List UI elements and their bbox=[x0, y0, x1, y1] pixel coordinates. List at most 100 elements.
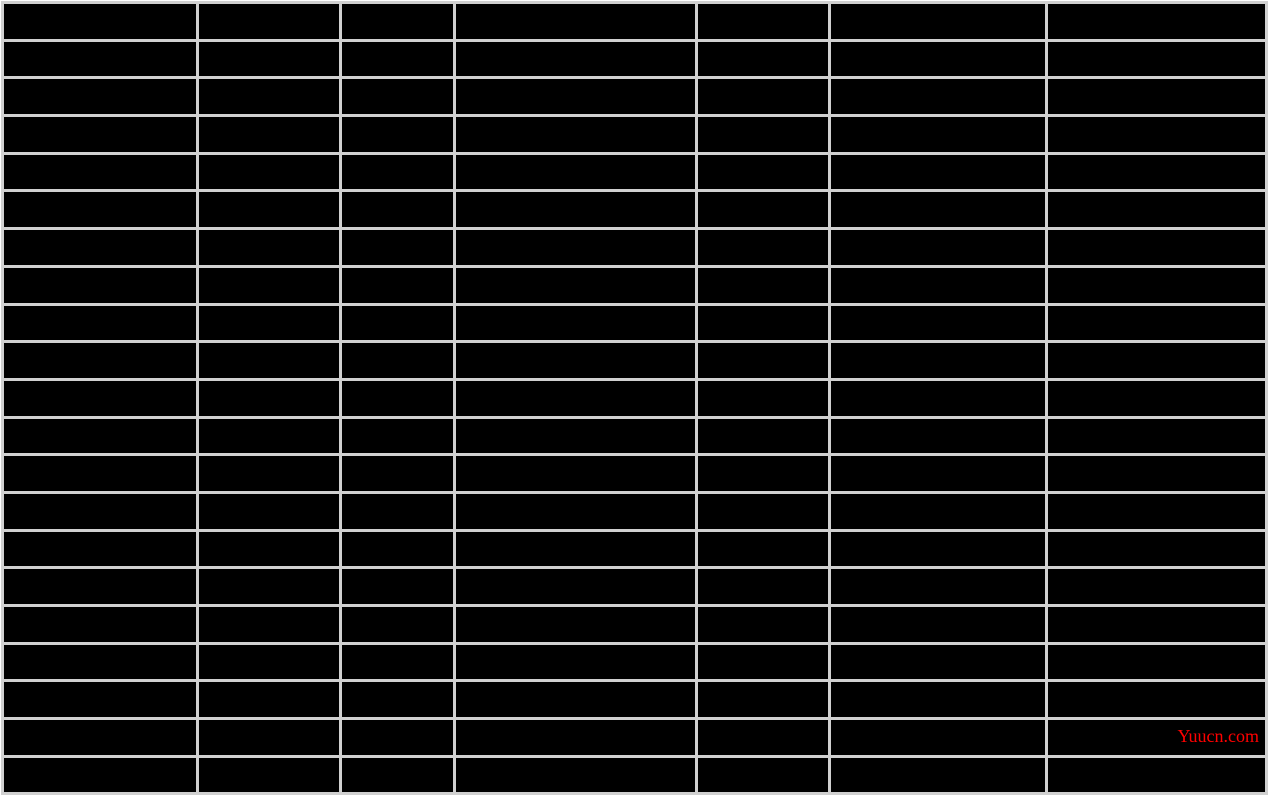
table-cell bbox=[1048, 79, 1265, 114]
table-cell bbox=[4, 192, 196, 227]
table-cell bbox=[1048, 682, 1265, 717]
table-row bbox=[4, 268, 1265, 303]
table-container bbox=[0, 0, 1269, 795]
table-cell bbox=[698, 381, 828, 416]
table-row bbox=[4, 682, 1265, 717]
table-row bbox=[4, 569, 1265, 604]
table-cell bbox=[698, 79, 828, 114]
table-cell bbox=[199, 607, 339, 642]
table-cell bbox=[456, 155, 696, 190]
table-cell bbox=[456, 230, 696, 265]
table-cell bbox=[456, 79, 696, 114]
table-cell bbox=[456, 381, 696, 416]
table-cell bbox=[4, 4, 196, 39]
table-cell bbox=[456, 4, 696, 39]
table-row bbox=[4, 343, 1265, 378]
table-row bbox=[4, 155, 1265, 190]
table-cell bbox=[1048, 155, 1265, 190]
table-cell bbox=[342, 343, 453, 378]
table-cell bbox=[199, 117, 339, 152]
table-row bbox=[4, 419, 1265, 454]
table-cell bbox=[1048, 532, 1265, 567]
table-cell bbox=[698, 306, 828, 341]
table-cell bbox=[342, 268, 453, 303]
table-cell bbox=[831, 532, 1045, 567]
table-cell bbox=[831, 682, 1045, 717]
table-cell bbox=[4, 268, 196, 303]
table-cell bbox=[831, 607, 1045, 642]
table-cell bbox=[342, 569, 453, 604]
table-cell bbox=[4, 758, 196, 793]
table-cell bbox=[1048, 419, 1265, 454]
table-cell bbox=[1048, 645, 1265, 680]
table-cell bbox=[199, 532, 339, 567]
table-cell bbox=[698, 607, 828, 642]
table-cell bbox=[342, 117, 453, 152]
table-cell bbox=[831, 42, 1045, 77]
data-table bbox=[1, 1, 1268, 795]
table-cell bbox=[342, 758, 453, 793]
table-cell bbox=[456, 720, 696, 755]
table-cell bbox=[456, 607, 696, 642]
table-cell bbox=[456, 419, 696, 454]
table-cell bbox=[698, 569, 828, 604]
table-cell bbox=[342, 230, 453, 265]
table-row bbox=[4, 720, 1265, 755]
table-cell bbox=[4, 230, 196, 265]
table-cell bbox=[831, 192, 1045, 227]
table-row bbox=[4, 230, 1265, 265]
table-cell bbox=[456, 532, 696, 567]
table-cell bbox=[342, 4, 453, 39]
table-cell bbox=[342, 456, 453, 491]
table-cell bbox=[342, 155, 453, 190]
table-cell bbox=[456, 306, 696, 341]
table-cell bbox=[456, 117, 696, 152]
table-cell bbox=[342, 532, 453, 567]
table-cell bbox=[831, 494, 1045, 529]
table-cell bbox=[199, 4, 339, 39]
table-cell bbox=[456, 494, 696, 529]
table-cell bbox=[342, 682, 453, 717]
table-cell bbox=[456, 569, 696, 604]
table-cell bbox=[4, 381, 196, 416]
table-cell bbox=[4, 306, 196, 341]
table-row bbox=[4, 381, 1265, 416]
table-row bbox=[4, 192, 1265, 227]
table-row bbox=[4, 645, 1265, 680]
table-row bbox=[4, 42, 1265, 77]
table-cell bbox=[199, 381, 339, 416]
table-cell bbox=[831, 645, 1045, 680]
table-cell bbox=[1048, 607, 1265, 642]
table-row bbox=[4, 456, 1265, 491]
table-cell bbox=[1048, 117, 1265, 152]
table-cell bbox=[698, 117, 828, 152]
table-cell bbox=[1048, 381, 1265, 416]
table-cell bbox=[698, 192, 828, 227]
table-cell bbox=[1048, 192, 1265, 227]
table-cell bbox=[342, 494, 453, 529]
table-cell bbox=[1048, 42, 1265, 77]
table-row bbox=[4, 607, 1265, 642]
table-cell bbox=[199, 569, 339, 604]
table-cell bbox=[456, 456, 696, 491]
table-cell bbox=[4, 155, 196, 190]
table-cell bbox=[4, 607, 196, 642]
table-row bbox=[4, 532, 1265, 567]
table-cell bbox=[342, 645, 453, 680]
table-cell bbox=[4, 720, 196, 755]
table-cell bbox=[1048, 494, 1265, 529]
table-cell bbox=[199, 79, 339, 114]
table-cell bbox=[698, 720, 828, 755]
table-cell bbox=[456, 42, 696, 77]
table-cell bbox=[456, 682, 696, 717]
table-cell bbox=[199, 682, 339, 717]
table-cell bbox=[4, 645, 196, 680]
table-cell bbox=[4, 494, 196, 529]
table-cell bbox=[1048, 456, 1265, 491]
table-cell bbox=[4, 532, 196, 567]
table-cell bbox=[342, 79, 453, 114]
table-cell bbox=[698, 230, 828, 265]
table-cell bbox=[4, 682, 196, 717]
table-cell bbox=[1048, 306, 1265, 341]
table-cell bbox=[199, 230, 339, 265]
